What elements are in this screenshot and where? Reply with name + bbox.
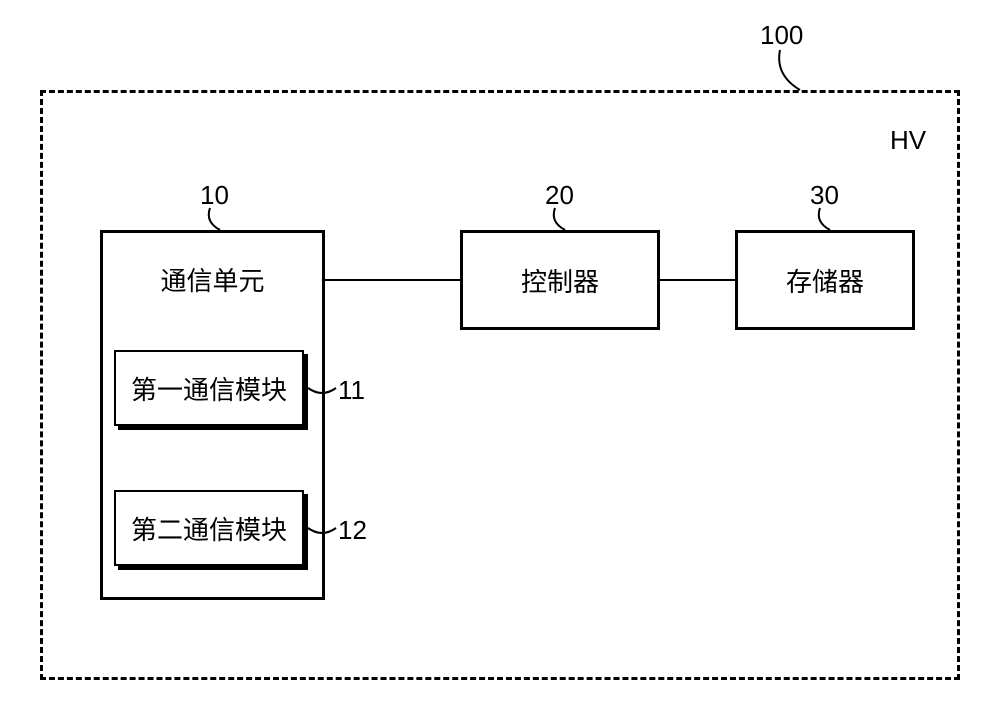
- diagram-canvas: 100 HV 10 20 30 通信单元 控制器 存储器 第一通信模块 11: [0, 0, 1000, 724]
- ref-12-leader: [0, 0, 1000, 724]
